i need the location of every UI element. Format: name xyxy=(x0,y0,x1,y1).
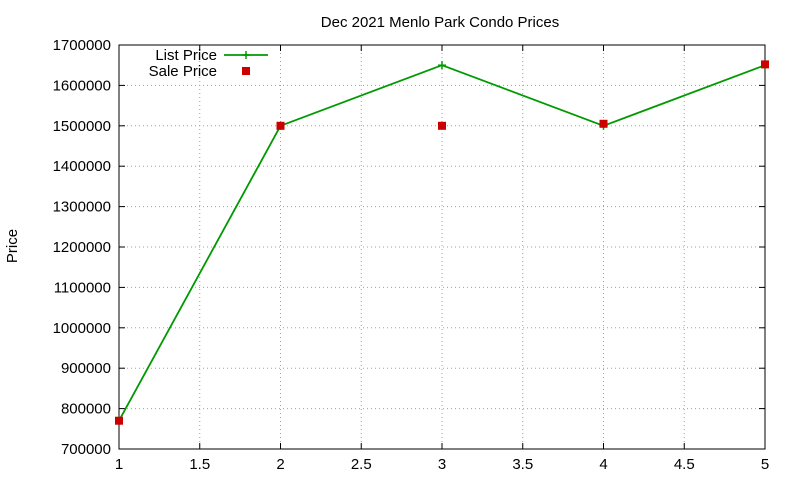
x-tick-label: 1 xyxy=(115,456,123,473)
grid xyxy=(119,45,765,449)
y-tick-label: 1500000 xyxy=(53,118,111,135)
x-tick-label: 1.5 xyxy=(189,456,210,473)
y-tick-label: 1400000 xyxy=(53,158,111,175)
y-tick-label: 900000 xyxy=(61,360,111,377)
data-point xyxy=(438,121,446,130)
x-tick-label: 2.5 xyxy=(351,456,372,473)
y-tick-label: 1200000 xyxy=(53,239,111,256)
x-tick-label: 3.5 xyxy=(512,456,533,473)
legend-marker xyxy=(242,51,250,59)
y-tick-label: 1700000 xyxy=(53,37,111,54)
y-tick-label: 700000 xyxy=(61,441,111,458)
series-layer xyxy=(115,60,769,425)
data-point xyxy=(761,60,769,69)
y-tick-label: 1300000 xyxy=(53,199,111,216)
series-1 xyxy=(115,60,769,425)
legend-marker xyxy=(242,67,250,75)
x-tick-label: 5 xyxy=(761,456,769,473)
series-0 xyxy=(115,61,769,425)
data-point xyxy=(115,416,123,425)
x-tick-label: 4 xyxy=(599,456,607,473)
y-tick-label: 1600000 xyxy=(53,77,111,94)
series-line xyxy=(118,64,766,422)
x-tick-label: 2 xyxy=(276,456,284,473)
legend-label: List Price xyxy=(155,47,217,64)
chart-title: Dec 2021 Menlo Park Condo Prices xyxy=(321,14,559,31)
y-tick-label: 1100000 xyxy=(54,279,111,296)
data-point xyxy=(438,61,446,70)
legend-label: Sale Price xyxy=(149,63,217,80)
data-point xyxy=(599,119,608,128)
axis-ticks: 700000 800000 900000 1000000 1100000 1200000 1… xyxy=(53,37,770,473)
data-point xyxy=(276,121,285,130)
x-tick-label: 3 xyxy=(438,456,446,473)
y-tick-label: 1000000 xyxy=(53,320,111,337)
y-axis-label: Price xyxy=(4,229,21,263)
x-tick-label: 4.5 xyxy=(674,456,695,473)
y-tick-label: 800000 xyxy=(61,401,111,418)
plot-frame xyxy=(118,44,766,450)
